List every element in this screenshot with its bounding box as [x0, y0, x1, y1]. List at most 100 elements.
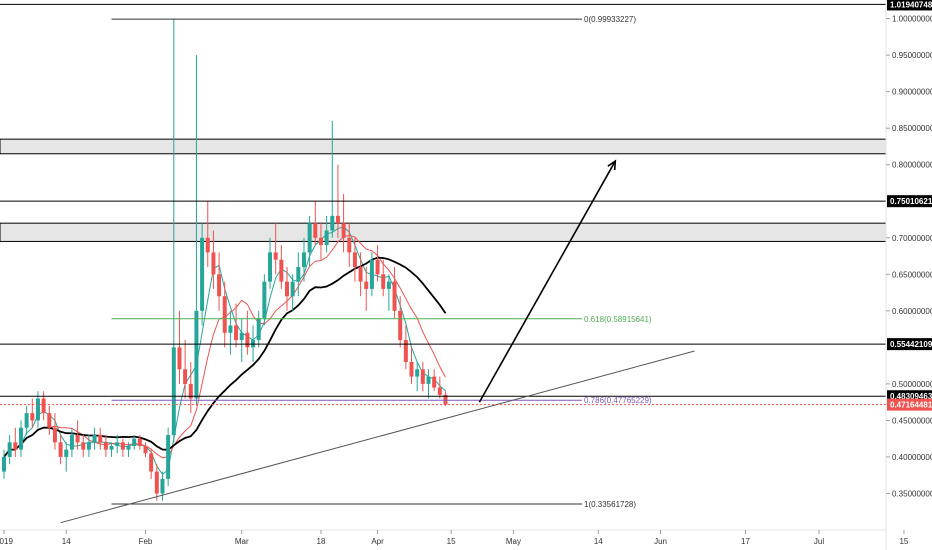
- y-tick-label: 1.00000000: [892, 15, 932, 24]
- candle: [188, 361, 193, 414]
- candle-body: [41, 398, 46, 414]
- fib-label: 0.618(0.58915641): [584, 315, 652, 324]
- candle: [64, 442, 69, 472]
- candle-body: [268, 252, 273, 282]
- horizontal-levels[interactable]: [0, 3, 886, 406]
- price-axis[interactable]: 1.01940748 0.75010621 0.55442109 0.48309463…: [885, 0, 932, 550]
- candle-body: [103, 442, 108, 450]
- drawings[interactable]: [60, 159, 695, 524]
- candle-body: [132, 438, 137, 446]
- candle: [137, 435, 142, 450]
- candle-body: [149, 453, 154, 472]
- candle: [420, 361, 425, 392]
- candle: [86, 435, 91, 457]
- candle-body: [369, 259, 374, 289]
- candle: [115, 435, 120, 454]
- candle-body: [47, 413, 52, 428]
- candle-body: [109, 445, 114, 450]
- candle: [409, 347, 414, 384]
- fib-label: 0.786(0.47765229): [584, 396, 652, 405]
- x-tick-label: Feb: [139, 537, 153, 546]
- candle: [200, 223, 205, 326]
- candle: [211, 230, 216, 289]
- candle-body: [409, 361, 414, 377]
- candle-body: [143, 445, 148, 454]
- zone-1: [0, 222, 887, 242]
- candle-body: [437, 387, 442, 395]
- candle-body: [386, 281, 391, 289]
- x-tick-label: 15: [899, 537, 908, 546]
- candle: [381, 259, 386, 297]
- candle: [352, 237, 357, 282]
- candle-body: [347, 237, 352, 253]
- candle: [279, 245, 284, 289]
- candle: [245, 310, 250, 355]
- candle-body: [30, 413, 35, 421]
- x-tick-label: Mar: [235, 537, 249, 546]
- candle-body: [279, 259, 284, 282]
- candle: [13, 427, 18, 457]
- candle: [234, 303, 239, 348]
- candle-body: [18, 427, 23, 450]
- candle: [296, 252, 301, 297]
- y-tick-label: 0.45000000: [892, 416, 932, 425]
- candle: [30, 398, 35, 428]
- candle: [318, 223, 323, 260]
- candle-body: [352, 252, 357, 267]
- candle-body: [392, 281, 397, 311]
- fib-label: 1(0.33561728): [584, 500, 636, 509]
- candle: [432, 369, 437, 392]
- candle: [171, 18, 176, 443]
- candle: [132, 435, 137, 450]
- candle-body: [217, 274, 222, 297]
- fibonacci-retracement[interactable]: 0(0.99933227) 0.618(0.58915641) 0.786(0.47…: [111, 15, 652, 509]
- candle-body: [69, 435, 74, 450]
- candle: [347, 223, 352, 267]
- support-trendline[interactable]: [60, 350, 695, 524]
- candle: [239, 318, 244, 362]
- candle-body: [7, 442, 12, 457]
- price-badge-label: 0.48309463: [890, 392, 932, 401]
- candle-body: [120, 442, 125, 450]
- candle-body: [228, 325, 233, 333]
- candle-body: [183, 369, 188, 384]
- candle-body: [81, 442, 86, 450]
- candle: [69, 427, 74, 457]
- candle-body: [420, 369, 425, 384]
- candle-body: [403, 340, 408, 362]
- candle-body: [222, 296, 227, 333]
- y-tick-label: 0.70000000: [892, 234, 932, 243]
- projection-arrow[interactable]: [478, 160, 616, 403]
- candle-body: [358, 267, 363, 282]
- candle: [256, 310, 261, 348]
- y-tick-label: 0.65000000: [892, 270, 932, 279]
- x-tick-label: 18: [317, 537, 326, 546]
- candle: [273, 223, 278, 275]
- candle: [341, 193, 346, 253]
- time-axis[interactable]: 201914FebMar18Apr15May14Jun17Jul15Aug19: [0, 529, 932, 546]
- candle: [154, 464, 159, 501]
- y-tick-label: 0.80000000: [892, 161, 932, 170]
- x-tick-label: Jul: [814, 537, 824, 546]
- candle: [35, 391, 40, 428]
- projection-arrow-head: [607, 159, 617, 171]
- y-tick-label: 0.95000000: [892, 51, 932, 60]
- x-tick-label: May: [506, 537, 521, 546]
- candle: [194, 55, 199, 406]
- candle: [398, 296, 403, 348]
- candle-body: [35, 398, 40, 421]
- candle: [228, 310, 233, 355]
- candle: [24, 405, 29, 436]
- candle-body: [98, 435, 103, 443]
- candle: [222, 281, 227, 348]
- price-badge-label: 1.01940748: [890, 0, 932, 9]
- candle: [109, 442, 114, 457]
- candle: [92, 427, 97, 450]
- candle: [437, 376, 442, 399]
- candle-body: [324, 230, 329, 246]
- candle-body: [330, 215, 335, 231]
- y-tick-label: 0.90000000: [892, 88, 932, 97]
- x-tick-label: 15: [447, 537, 456, 546]
